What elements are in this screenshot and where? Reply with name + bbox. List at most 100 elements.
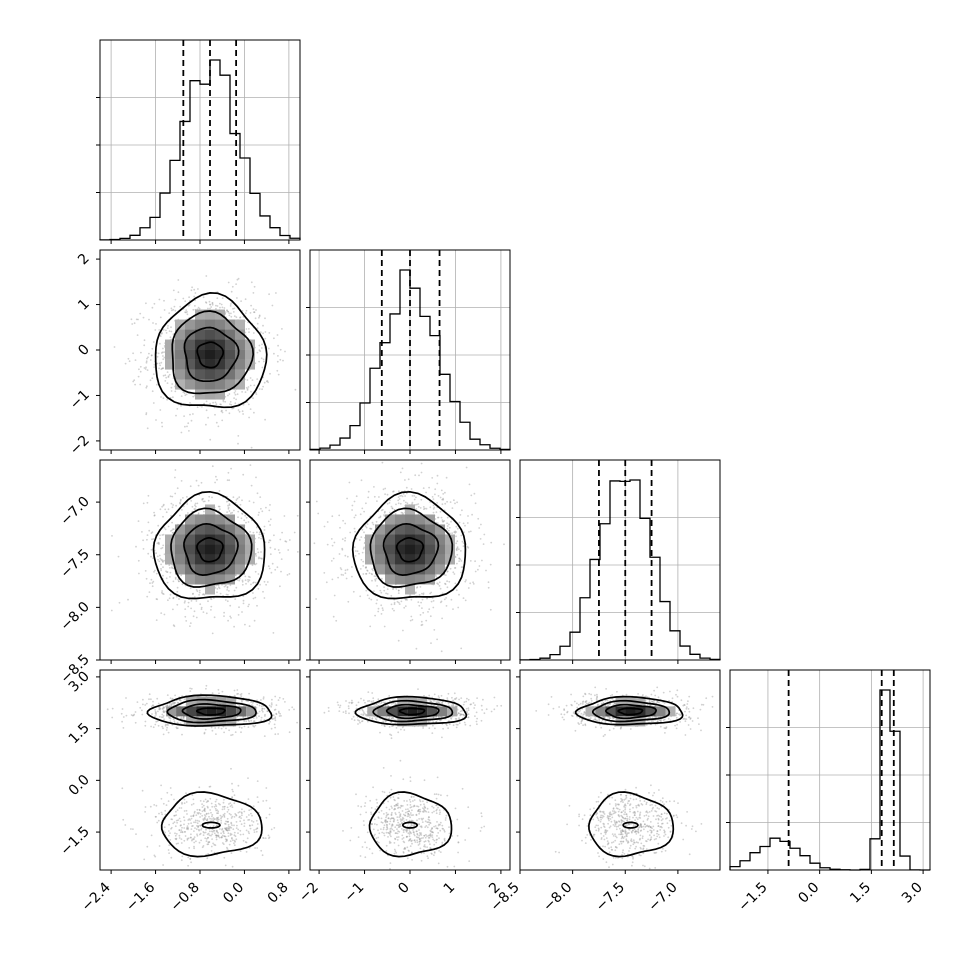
contour-line <box>382 522 440 576</box>
density-cell <box>415 544 425 555</box>
y-tick-label: −1.5 <box>57 824 92 859</box>
density-cell <box>415 514 425 525</box>
density-cell <box>205 514 215 525</box>
density-cell <box>225 564 235 575</box>
density-cell <box>425 534 435 545</box>
contour-line <box>160 791 263 858</box>
density-cell <box>185 359 195 370</box>
contour-line <box>183 522 239 576</box>
density-cell <box>195 524 205 535</box>
density-cell <box>175 369 185 380</box>
density-cell <box>225 329 235 340</box>
density-cell <box>405 554 415 565</box>
density-cell <box>395 544 405 555</box>
density-cell <box>185 534 195 545</box>
histogram-step <box>309 269 511 451</box>
contour-line <box>588 791 675 858</box>
density-cell <box>185 514 195 525</box>
x-tick-label: −2 <box>296 880 322 906</box>
density-cell <box>385 564 395 575</box>
density-cell <box>225 544 235 555</box>
density-cell <box>175 329 185 340</box>
density-cell <box>375 534 385 545</box>
density-cell <box>226 696 237 707</box>
contour-line <box>195 707 226 716</box>
density-cell <box>195 564 205 575</box>
density-cell <box>195 574 205 585</box>
density-cell <box>365 554 375 565</box>
density-cell <box>235 534 245 545</box>
x-tick-label: −1 <box>341 880 367 906</box>
density-cell <box>385 554 395 565</box>
density-cell <box>415 534 425 545</box>
density-cell <box>196 706 207 717</box>
contour-line <box>398 707 426 716</box>
density-cell <box>365 534 375 545</box>
x-tick-label: 0.0 <box>795 880 822 907</box>
density-cell <box>205 524 215 535</box>
density-cell <box>246 706 257 717</box>
density-cell <box>205 564 215 575</box>
contour-line <box>146 694 273 727</box>
density-cell <box>195 359 205 370</box>
y-tick-label: −7.5 <box>57 546 92 581</box>
density-cell <box>185 574 195 585</box>
density-cell <box>195 379 205 390</box>
panel-bg <box>520 460 720 660</box>
density-cell <box>635 706 646 717</box>
density-cell <box>215 564 225 575</box>
density-cell <box>195 554 205 565</box>
density-cell <box>185 379 195 390</box>
density-cell <box>226 716 237 727</box>
density-cell <box>367 706 378 717</box>
density-cell <box>435 544 445 555</box>
density-cell <box>395 564 405 575</box>
panel-frame <box>729 669 931 871</box>
density-cell <box>385 544 395 555</box>
density-cell <box>415 574 425 585</box>
density-cell <box>395 534 405 545</box>
density-cell <box>235 524 245 535</box>
density-cell <box>235 329 245 340</box>
density-cell <box>425 524 435 535</box>
density-cell <box>375 564 385 575</box>
density-cell <box>445 544 455 555</box>
density-cell <box>226 706 237 717</box>
density-cell <box>385 514 395 525</box>
density-cell <box>205 329 215 340</box>
contour-line <box>354 695 468 726</box>
pair-panel-1-0 <box>96 249 301 454</box>
density-cell <box>585 706 596 717</box>
density-cell <box>375 524 385 535</box>
density-cell <box>175 564 185 575</box>
density-cell <box>196 716 207 727</box>
density-cell <box>405 524 415 535</box>
density-cell <box>196 696 207 707</box>
density-cell <box>405 514 415 525</box>
x-tick-label: 3.0 <box>899 880 926 907</box>
density-cell <box>605 706 616 717</box>
density-cell <box>235 319 245 330</box>
density-cell <box>215 389 225 400</box>
hist-panel-0 <box>96 39 301 244</box>
density-cell <box>165 349 175 360</box>
density-cell <box>387 706 398 717</box>
hist-panel-3 <box>726 669 931 874</box>
density-cell <box>176 706 187 717</box>
y-tick-label: −1 <box>67 387 93 413</box>
density-cell <box>425 544 435 555</box>
contour-line <box>170 507 253 588</box>
x-tick-label: 1.5 <box>847 880 874 907</box>
density-cell <box>395 524 405 535</box>
y-tick-label: 1.5 <box>66 720 93 747</box>
density-cell <box>195 339 205 350</box>
pair-panel-2-0 <box>96 459 301 664</box>
panel-frame <box>519 669 721 871</box>
contour-line <box>171 310 255 395</box>
density-cell <box>175 544 185 555</box>
density-cell <box>225 514 235 525</box>
density-cell <box>225 554 235 565</box>
density-cell <box>425 564 435 575</box>
density-cell <box>375 554 385 565</box>
